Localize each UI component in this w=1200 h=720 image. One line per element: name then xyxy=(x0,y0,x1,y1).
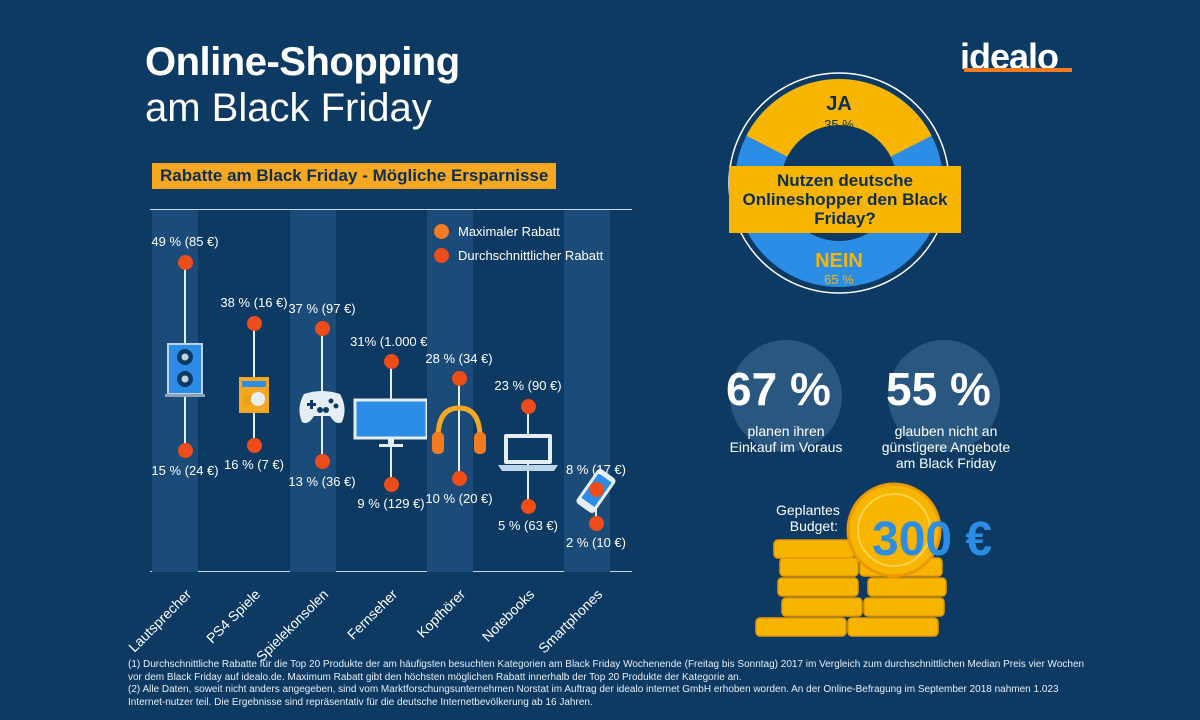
stat-circle-55 xyxy=(888,340,1000,452)
stat-circle-67 xyxy=(730,340,842,452)
donut-value-ja: 35 % xyxy=(824,117,854,132)
max-discount-label: 49 % (85 €) xyxy=(151,234,219,249)
avg-discount-point xyxy=(451,471,467,487)
stat-text-55: glauben nicht an günstigere Angebote am … xyxy=(866,423,1026,471)
laptop-icon xyxy=(490,424,566,480)
stat-value-55: 55 % xyxy=(886,363,991,415)
avg-discount-point xyxy=(246,437,262,453)
avg-discount-point xyxy=(177,443,193,459)
stat-text-67-line1: planen ihren xyxy=(747,423,825,439)
legend-label-max: Maximaler Rabatt xyxy=(458,224,560,239)
avg-discount-label: 15 % (24 €) xyxy=(151,462,219,478)
donut-label-nein: NEIN xyxy=(815,250,863,272)
avg-discount-label: 16 % (7 €) xyxy=(224,457,284,473)
budget-label: Geplantes Budget: xyxy=(776,502,840,534)
stat-text-55-line1: glauben nicht an xyxy=(894,423,998,439)
max-discount-point xyxy=(588,482,604,498)
max-discount-label: 28 % (34 €) xyxy=(425,350,493,366)
stat-text-67-line2: Einkauf im Voraus xyxy=(729,439,843,455)
footnote-1: (1) Durchschnittliche Rabatte für die To… xyxy=(128,659,1085,683)
legend-marker-avg xyxy=(434,248,449,263)
max-discount-label: 23 % (90 €) xyxy=(494,378,562,394)
avg-discount-label: 5 % (63 €) xyxy=(498,518,558,534)
page-title-line2: am Black Friday xyxy=(145,86,432,130)
coin-stack-icon xyxy=(755,482,947,637)
logo-underline xyxy=(964,68,1072,72)
max-discount-point xyxy=(177,254,193,270)
avg-discount-label: 2 % (10 €) xyxy=(566,535,626,550)
chart-bottom-rule xyxy=(150,571,632,572)
budget-label-line2: Budget: xyxy=(789,518,838,534)
donut-value-nein: 65 % xyxy=(824,272,854,287)
max-discount-label: 31% (1.000 €) xyxy=(350,333,432,349)
legend-label-avg: Durchschnittlicher Rabatt xyxy=(458,248,604,263)
stat-text-55-line2: günstigere Angebote xyxy=(881,439,1011,455)
footnotes: (1) Durchschnittliche Rabatte für die To… xyxy=(128,659,1088,709)
chart-column-bg xyxy=(290,210,336,572)
max-discount-label: 8 % (17 €) xyxy=(566,461,626,477)
gamepad-icon xyxy=(284,380,360,436)
speaker-icon xyxy=(147,342,223,398)
max-discount-point xyxy=(314,321,330,337)
avg-discount-point xyxy=(383,476,399,492)
max-discount-point xyxy=(520,398,536,414)
survey-question: Nutzen deutsche Onlineshopper den Black … xyxy=(729,166,961,233)
range-line-4 xyxy=(458,378,460,479)
page-title-line1: Online-Shopping xyxy=(145,40,460,84)
donut-label-ja: JA xyxy=(826,93,852,115)
avg-discount-point xyxy=(588,515,604,531)
max-discount-point xyxy=(246,315,262,331)
max-discount-label: 38 % (16 €) xyxy=(220,295,288,311)
avg-discount-label: 9 % (129 €) xyxy=(357,496,425,512)
stat-text-55-line3: am Black Friday xyxy=(895,455,997,471)
max-discount-point xyxy=(451,371,467,387)
chart-title: Rabatte am Black Friday - Mögliche Erspa… xyxy=(152,163,557,189)
max-discount-label: 37 % (97 €) xyxy=(288,300,356,316)
avg-discount-point xyxy=(520,498,536,514)
chart-top-rule xyxy=(150,209,632,210)
chart-column-bg xyxy=(427,210,473,572)
footnote-2: (2) Alle Daten, soweit nicht anders ange… xyxy=(128,684,1059,708)
headphones-icon xyxy=(421,402,497,458)
tv-icon xyxy=(353,395,429,451)
avg-discount-point xyxy=(314,454,330,470)
chart-column-bg xyxy=(564,210,610,572)
max-discount-point xyxy=(383,354,399,370)
legend-marker-max xyxy=(434,224,449,239)
avg-discount-label: 13 % (36 €) xyxy=(288,473,356,489)
budget-value: 300 € xyxy=(872,513,993,566)
budget-label-line1: Geplantes xyxy=(776,502,840,518)
avg-discount-label: 10 % (20 €) xyxy=(425,490,493,506)
stat-text-67: planen ihren Einkauf im Voraus xyxy=(716,423,856,455)
game-case-icon xyxy=(216,367,292,423)
stat-value-67: 67 % xyxy=(726,363,831,415)
